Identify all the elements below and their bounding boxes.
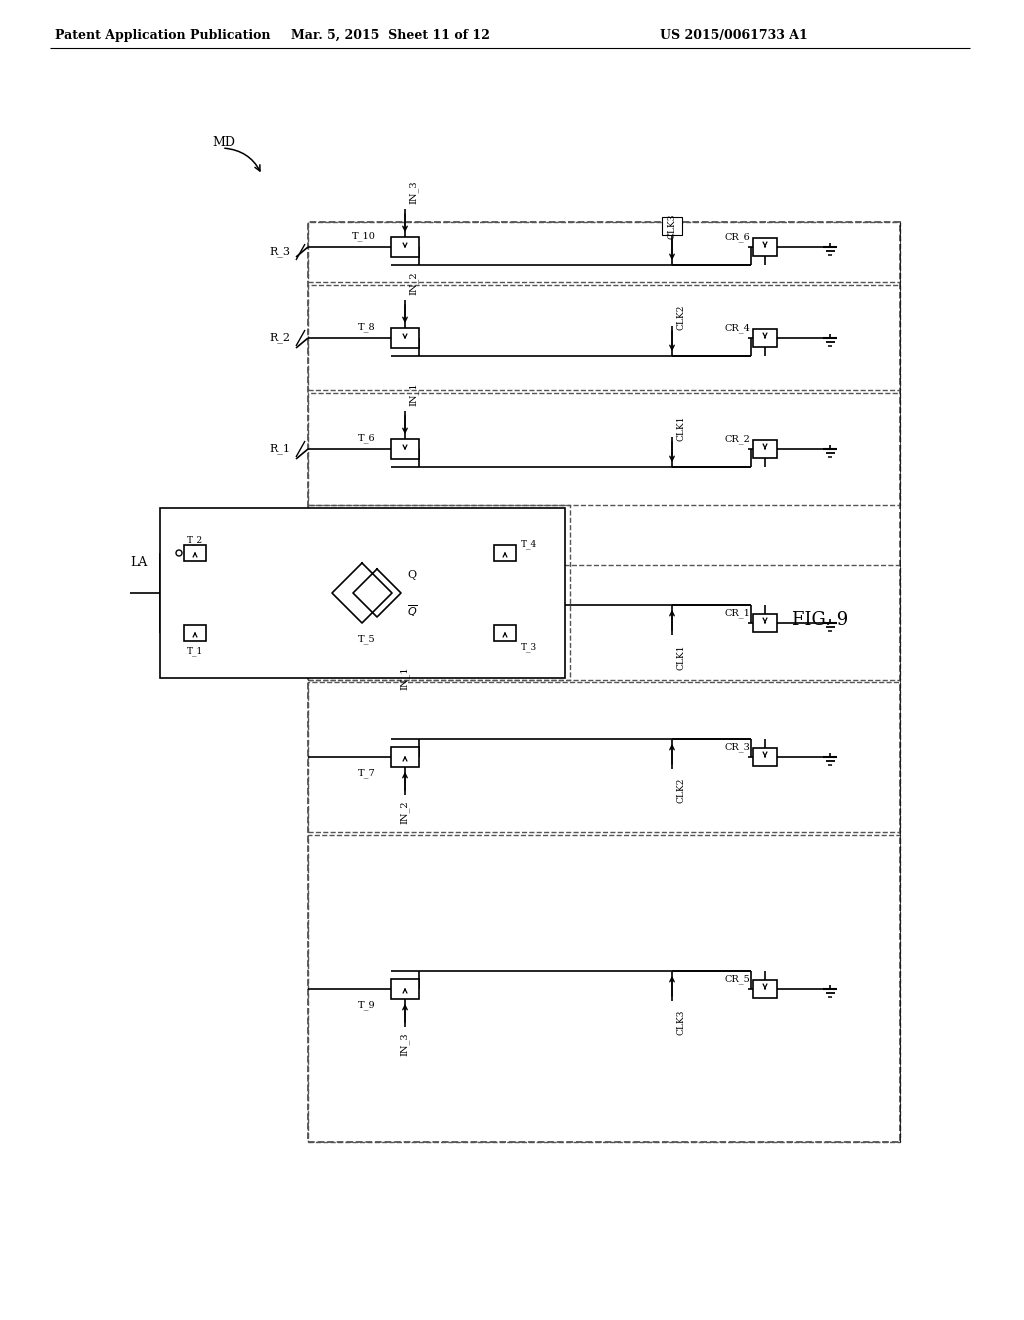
Bar bbox=[391, 747, 419, 767]
Bar bbox=[308, 393, 900, 506]
Text: US 2015/0061733 A1: US 2015/0061733 A1 bbox=[660, 29, 808, 41]
Text: T_8: T_8 bbox=[358, 322, 376, 331]
Bar bbox=[391, 612, 419, 634]
Text: T_1: T_1 bbox=[186, 645, 203, 656]
Bar bbox=[753, 748, 777, 766]
Text: LA: LA bbox=[131, 556, 148, 569]
Bar bbox=[753, 979, 777, 998]
Text: T_9: T_9 bbox=[358, 1001, 376, 1010]
Text: CR_4: CR_4 bbox=[724, 323, 750, 333]
Text: T_3: T_3 bbox=[521, 642, 538, 652]
Text: IN_3: IN_3 bbox=[399, 1032, 409, 1056]
Bar bbox=[184, 545, 206, 561]
Text: CLK1: CLK1 bbox=[676, 416, 685, 441]
Text: R_3: R_3 bbox=[269, 247, 290, 257]
Bar bbox=[184, 624, 206, 642]
Text: R_2: R_2 bbox=[269, 333, 290, 343]
Bar bbox=[753, 238, 777, 256]
Text: IN_1: IN_1 bbox=[399, 667, 409, 689]
Text: IN_2: IN_2 bbox=[409, 272, 419, 294]
Text: CLK1: CLK1 bbox=[676, 644, 685, 669]
Bar bbox=[753, 440, 777, 458]
Text: Patent Application Publication: Patent Application Publication bbox=[55, 29, 270, 41]
Text: T_4: T_4 bbox=[521, 539, 538, 549]
Circle shape bbox=[176, 550, 182, 556]
Text: CR_1: CR_1 bbox=[724, 609, 750, 618]
Bar bbox=[391, 238, 419, 257]
Text: CLK3: CLK3 bbox=[668, 214, 677, 239]
Text: R_1: R_1 bbox=[269, 444, 290, 454]
Text: Q: Q bbox=[408, 570, 417, 579]
Bar bbox=[308, 222, 900, 1142]
Text: T_7: T_7 bbox=[358, 768, 376, 777]
Text: IN_1: IN_1 bbox=[409, 383, 419, 407]
Text: Mar. 5, 2015  Sheet 11 of 12: Mar. 5, 2015 Sheet 11 of 12 bbox=[291, 29, 489, 41]
Bar bbox=[308, 682, 900, 832]
Text: T_2: T_2 bbox=[187, 535, 203, 545]
Bar bbox=[391, 327, 419, 348]
Text: CLK2: CLK2 bbox=[676, 777, 685, 804]
Text: CR_6: CR_6 bbox=[724, 232, 750, 242]
Text: CLK3: CLK3 bbox=[676, 1010, 685, 1035]
Text: FIG. 9: FIG. 9 bbox=[792, 611, 848, 630]
Bar bbox=[753, 614, 777, 632]
Bar bbox=[308, 506, 570, 680]
Bar bbox=[308, 565, 900, 680]
Text: CR_3: CR_3 bbox=[724, 742, 750, 752]
Text: $\overline{Q}$: $\overline{Q}$ bbox=[407, 603, 418, 619]
Bar bbox=[308, 222, 900, 282]
Text: CR_2: CR_2 bbox=[724, 434, 750, 444]
Bar bbox=[160, 508, 565, 678]
Text: CLK2: CLK2 bbox=[676, 305, 685, 330]
Bar bbox=[308, 836, 900, 1142]
Bar bbox=[391, 440, 419, 459]
Text: IN_3: IN_3 bbox=[409, 181, 419, 205]
Text: T_6: T_6 bbox=[358, 433, 376, 442]
Text: IN_2: IN_2 bbox=[399, 800, 409, 824]
Bar bbox=[662, 216, 682, 235]
Bar bbox=[391, 979, 419, 999]
Text: MD: MD bbox=[212, 136, 234, 149]
Bar bbox=[753, 329, 777, 347]
Bar bbox=[308, 285, 900, 389]
Bar bbox=[494, 624, 516, 642]
Text: CR_5: CR_5 bbox=[724, 974, 750, 983]
Text: T_10: T_10 bbox=[352, 231, 376, 240]
Bar bbox=[494, 545, 516, 561]
Text: T_5: T_5 bbox=[358, 634, 376, 644]
